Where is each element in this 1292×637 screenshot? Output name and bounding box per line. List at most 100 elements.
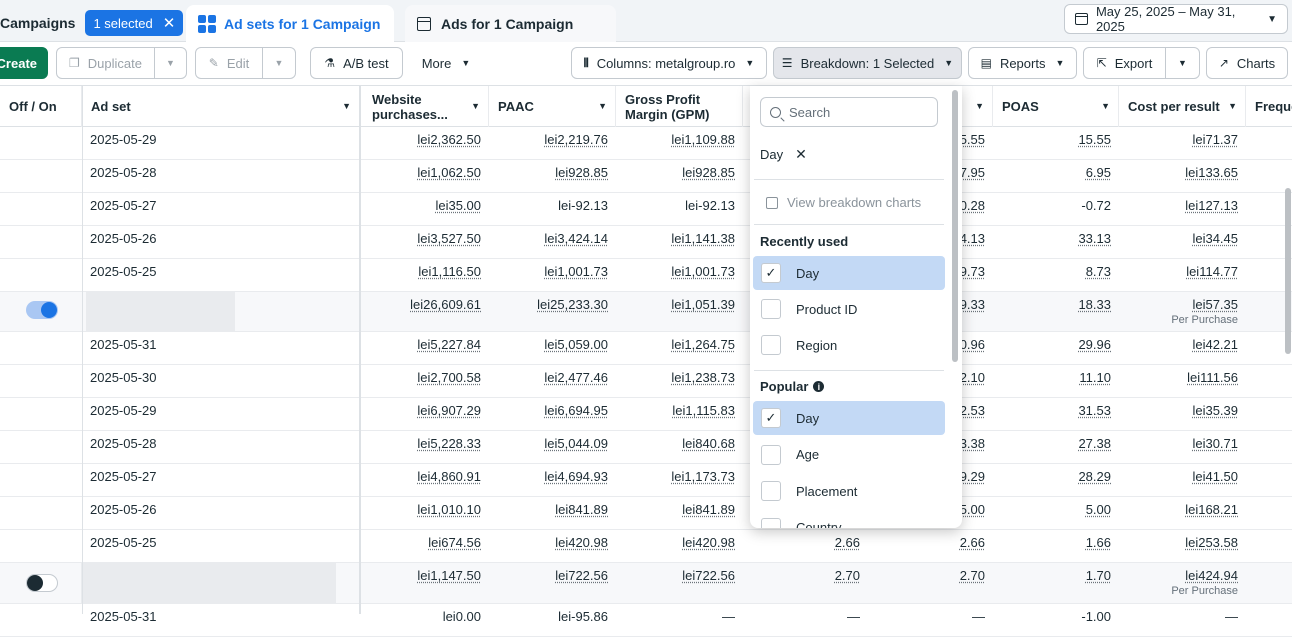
dropdown-scrollbar[interactable]: [952, 90, 958, 362]
breakdown-option[interactable]: Country: [753, 511, 945, 528]
cell-cost-per-result-value[interactable]: lei71.37: [1192, 132, 1238, 147]
cell-gpm-value[interactable]: lei1,238.73: [671, 370, 735, 385]
breakdown-option[interactable]: Region: [753, 328, 945, 362]
cell-poas-value[interactable]: 6.95: [1085, 165, 1111, 180]
cell-cost-per-result-value[interactable]: lei57.35: [1192, 297, 1238, 312]
cell-gpm-value[interactable]: lei722.56: [682, 568, 735, 583]
adset-toggle[interactable]: [26, 574, 58, 592]
cell-gpm-value[interactable]: —: [722, 609, 735, 624]
cell-website-purchases-value[interactable]: lei26,609.61: [410, 297, 481, 312]
table-row[interactable]: 2025-05-30 lei2,700.58 lei2,477.46 lei1,238…: [0, 365, 1292, 398]
cell-paac-value[interactable]: lei1,001.73: [544, 264, 608, 279]
cell-poas-value[interactable]: 5.00: [1085, 502, 1111, 517]
table-row[interactable]: 2025-05-28 lei1,062.50 lei928.85 lei928.85 7…: [0, 160, 1292, 193]
cell-hidden-metric-value[interactable]: —: [847, 609, 860, 624]
cell-hidden-metric-2-value[interactable]: 0.96: [959, 337, 985, 352]
cell-hidden-metric-2-value[interactable]: 5.00: [959, 502, 985, 517]
cell-poas-value[interactable]: -0.72: [1081, 198, 1111, 213]
duplicate-dropdown-button[interactable]: ▼: [154, 47, 187, 79]
cell-hidden-metric-value[interactable]: 2.70: [834, 568, 860, 583]
breakdown-search-input[interactable]: Search: [760, 97, 938, 127]
cell-hidden-metric-2-value[interactable]: 4.13: [959, 231, 985, 246]
cell-website-purchases-value[interactable]: lei35.00: [435, 198, 481, 213]
cell-website-purchases-value[interactable]: lei1,010.10: [417, 502, 481, 517]
cell-poas-value[interactable]: 27.38: [1078, 436, 1111, 451]
tab-adsets[interactable]: Ad sets for 1 Campaign: [186, 5, 394, 42]
cell-paac-value[interactable]: lei5,044.09: [544, 436, 608, 451]
cell-hidden-metric-2-value[interactable]: 2.10: [959, 370, 985, 385]
cell-poas-value[interactable]: 33.13: [1078, 231, 1111, 246]
cell-website-purchases-value[interactable]: lei4,860.91: [417, 469, 481, 484]
col-hidden[interactable]: ▼: [868, 86, 993, 127]
info-icon[interactable]: i: [813, 381, 825, 392]
col-cost-per-result[interactable]: Cost per result ▼: [1119, 86, 1246, 127]
cell-gpm-value[interactable]: lei1,173.73: [671, 469, 735, 484]
cell-website-purchases-value[interactable]: lei0.00: [442, 609, 481, 624]
columns-button[interactable]: ⫴ Columns: metalgroup.ro ▼: [571, 47, 767, 79]
reports-button[interactable]: ▤ Reports ▼: [968, 47, 1077, 79]
date-range-picker[interactable]: May 25, 2025 – May 31, 2025 ▼: [1064, 4, 1288, 34]
cell-poas-value[interactable]: 8.73: [1085, 264, 1111, 279]
table-row[interactable]: 2025-05-25 lei1,116.50 lei1,001.73 lei1,001…: [0, 259, 1292, 292]
cell-hidden-metric-2-value[interactable]: 3.38: [959, 436, 985, 451]
cell-poas-value[interactable]: 31.53: [1078, 403, 1111, 418]
cell-cost-per-result-value[interactable]: lei41.50: [1192, 469, 1238, 484]
more-button[interactable]: More ▼: [412, 47, 480, 79]
sort-caret-icon[interactable]: ▼: [1101, 101, 1110, 111]
cell-paac-value[interactable]: lei-92.13: [558, 198, 608, 213]
checkbox-checked-icon[interactable]: ✓: [761, 408, 781, 428]
cell-poas-value[interactable]: -1.00: [1081, 609, 1111, 624]
cell-gpm-value[interactable]: lei1,001.73: [671, 264, 735, 279]
col-website-purchases[interactable]: Website purchases... ▼: [363, 86, 489, 127]
view-breakdown-charts-link[interactable]: View breakdown charts: [766, 195, 921, 210]
breakdown-option[interactable]: Product ID: [753, 292, 945, 326]
cell-website-purchases-value[interactable]: lei3,527.50: [417, 231, 481, 246]
cell-website-purchases-value[interactable]: lei5,228.33: [417, 436, 481, 451]
create-button[interactable]: Create: [0, 47, 48, 79]
table-row[interactable]: 2025-05-26 lei1,010.10 lei841.89 lei841.89 5…: [0, 497, 1292, 530]
table-row[interactable]: 2025-05-29 lei6,907.29 lei6,694.95 lei1,115…: [0, 398, 1292, 431]
sort-caret-icon[interactable]: ▼: [975, 101, 984, 111]
cell-cost-per-result-value[interactable]: lei127.13: [1185, 198, 1238, 213]
cell-website-purchases-value[interactable]: lei1,147.50: [417, 568, 481, 583]
cell-website-purchases-value[interactable]: lei2,700.58: [417, 370, 481, 385]
cell-website-purchases-value[interactable]: lei6,907.29: [417, 403, 481, 418]
cell-gpm-value[interactable]: lei1,141.38: [671, 231, 735, 246]
adset-row[interactable]: lei26,609.61 lei25,233.30 lei1,051.39 9.33 1…: [0, 292, 1292, 332]
cell-paac-value[interactable]: lei722.56: [555, 568, 608, 583]
cell-cost-per-result-value[interactable]: lei35.39: [1192, 403, 1238, 418]
cell-gpm-value[interactable]: lei841.89: [682, 502, 735, 517]
sort-caret-icon[interactable]: ▼: [342, 101, 351, 111]
sort-caret-icon[interactable]: ▼: [598, 101, 607, 111]
cell-cost-per-result-value[interactable]: lei30.71: [1192, 436, 1238, 451]
adset-name-placeholder[interactable]: [86, 292, 235, 332]
cell-paac-value[interactable]: lei6,694.95: [544, 403, 608, 418]
col-paac[interactable]: PAAC ▼: [489, 86, 616, 127]
cell-paac-value[interactable]: lei420.98: [555, 535, 608, 550]
cell-gpm-value[interactable]: lei1,115.83: [672, 403, 735, 418]
cell-paac-value[interactable]: lei2,477.46: [544, 370, 608, 385]
checkbox-icon[interactable]: [761, 444, 781, 465]
checkbox-icon[interactable]: [761, 481, 781, 501]
cell-hidden-metric-2-value[interactable]: 9.29: [959, 469, 985, 484]
cell-hidden-metric-2-value[interactable]: 2.53: [959, 403, 985, 418]
cell-paac-value[interactable]: lei2,219.76: [544, 132, 608, 147]
table-row[interactable]: 2025-05-25 lei674.56 lei420.98 lei420.98 2.6…: [0, 530, 1292, 563]
cell-poas-value[interactable]: 1.66: [1085, 535, 1111, 550]
table-row[interactable]: 2025-05-27 lei4,860.91 lei4,694.93 lei1,173…: [0, 464, 1292, 497]
table-row[interactable]: 2025-05-26 lei3,527.50 lei3,424.14 lei1,141…: [0, 226, 1292, 259]
checkbox-icon[interactable]: [761, 299, 781, 319]
adset-toggle[interactable]: [26, 301, 58, 319]
cell-website-purchases-value[interactable]: lei1,116.50: [418, 264, 481, 279]
sort-caret-icon[interactable]: ▼: [471, 101, 480, 111]
table-row[interactable]: 2025-05-29 lei2,362.50 lei2,219.76 lei1,109…: [0, 127, 1292, 160]
cell-poas-value[interactable]: 1.70: [1085, 568, 1111, 583]
cell-poas-value[interactable]: 11.10: [1079, 370, 1111, 385]
export-button[interactable]: ⇱ Export: [1083, 47, 1166, 79]
col-off-on[interactable]: Off / On: [0, 86, 82, 127]
edit-dropdown-button[interactable]: ▼: [262, 47, 296, 79]
checkbox-icon[interactable]: [761, 517, 781, 528]
selected-chip[interactable]: 1 selected ✕: [85, 10, 184, 36]
cell-poas-value[interactable]: 15.55: [1078, 132, 1111, 147]
cell-hidden-metric-value[interactable]: 2.66: [834, 535, 860, 550]
